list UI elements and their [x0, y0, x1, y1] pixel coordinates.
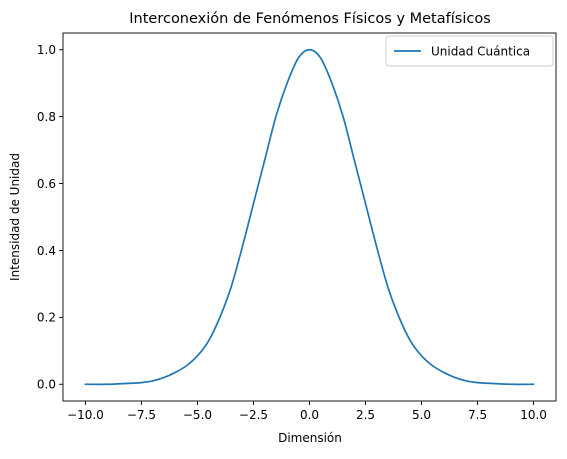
- x-tick-label: −10.0: [67, 408, 104, 422]
- y-tick-label: 0.8: [37, 110, 56, 124]
- x-axis-label: Dimensión: [278, 431, 342, 445]
- x-tick-label: 10.0: [520, 408, 547, 422]
- y-tick-label: 1.0: [37, 43, 56, 57]
- series-line-0: [84, 48, 535, 386]
- x-tick-label: −5.0: [183, 408, 212, 422]
- y-tick-label: 0.2: [37, 311, 56, 325]
- x-tick-label: 7.5: [468, 408, 487, 422]
- x-tick-label: −7.5: [127, 408, 156, 422]
- x-tick-label: 0.0: [300, 408, 319, 422]
- legend-label: Unidad Cuántica: [431, 45, 530, 59]
- y-axis-label: Intensidad de Unidad: [8, 153, 22, 281]
- chart-title: Interconexión de Fenómenos Físicos y Met…: [129, 11, 491, 27]
- legend: Unidad Cuántica: [385, 35, 554, 67]
- y-tick-label: 0.6: [37, 177, 56, 191]
- x-tick-label: 5.0: [412, 408, 431, 422]
- legend-box: [385, 35, 554, 67]
- y-tick-label: 0.0: [37, 378, 56, 392]
- axis-ticks: −10.0 −7.5 −5.0 −2.5 0.0 2.5 5.0 7.5 10.0 0.0 0.2 0…: [37, 43, 547, 422]
- x-tick-label: −2.5: [239, 408, 268, 422]
- x-tick-label: 2.5: [356, 408, 375, 422]
- y-tick-label: 0.4: [37, 244, 56, 258]
